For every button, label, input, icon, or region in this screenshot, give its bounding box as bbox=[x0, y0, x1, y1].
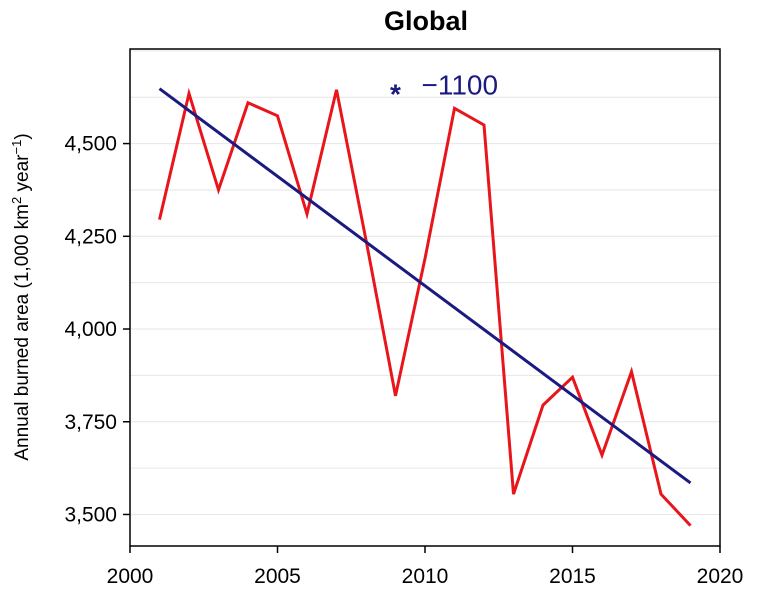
x-tick-label: 2005 bbox=[254, 565, 301, 588]
x-tick-label: 2010 bbox=[402, 565, 449, 588]
significance-marker: * bbox=[390, 78, 401, 109]
series-layer bbox=[158, 87, 692, 527]
plot-frame bbox=[129, 48, 721, 547]
x-tick-label: 2015 bbox=[549, 565, 596, 588]
x-tick-label: 2000 bbox=[107, 565, 154, 588]
chart-title: Global bbox=[384, 6, 468, 36]
annotation: * −1100 bbox=[390, 69, 498, 109]
trend-value-label: −1100 bbox=[422, 69, 499, 100]
y-tick-label: 4,250 bbox=[64, 225, 117, 248]
x-tick-label: 2020 bbox=[697, 565, 744, 588]
y-tick-label: 4,500 bbox=[64, 133, 117, 156]
annual-burned-area-line bbox=[158, 87, 692, 527]
y-axis-label: Annual burned area (1,000 km2 year−1) bbox=[9, 133, 34, 460]
y-tick-label: 4,000 bbox=[64, 318, 117, 341]
grid-lines bbox=[130, 50, 720, 515]
trend-line bbox=[158, 87, 692, 485]
x-axis: 2000 2005 2010 2015 2020 bbox=[107, 546, 744, 588]
y-tick-label: 3,750 bbox=[64, 411, 117, 434]
y-tick-label: 3,500 bbox=[64, 503, 117, 526]
y-axis: 3,500 3,750 4,000 4,250 4,500 bbox=[64, 133, 130, 526]
